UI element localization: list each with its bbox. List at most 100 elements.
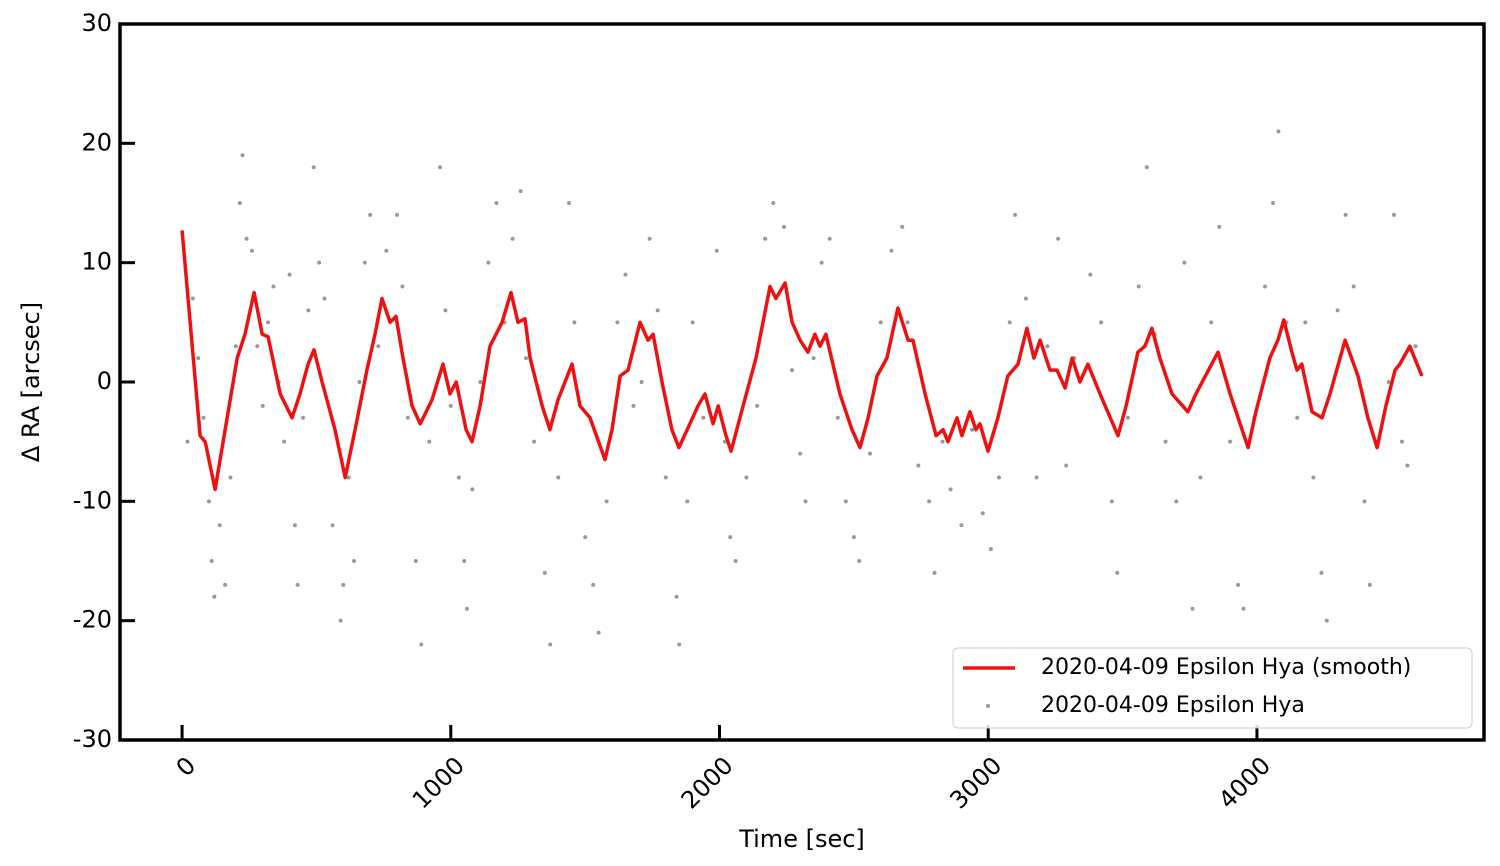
point xyxy=(462,559,467,563)
point xyxy=(857,559,862,563)
point xyxy=(346,475,351,480)
point xyxy=(1262,284,1267,289)
point xyxy=(843,499,848,504)
point xyxy=(988,547,993,552)
point xyxy=(803,499,808,504)
point xyxy=(1034,475,1039,480)
point xyxy=(201,415,206,420)
point xyxy=(217,523,222,528)
point xyxy=(980,511,985,516)
x-tick-label: 3000 xyxy=(944,751,1007,814)
point xyxy=(744,475,749,480)
point xyxy=(292,523,297,528)
point xyxy=(470,487,475,492)
point xyxy=(1236,582,1241,587)
point xyxy=(596,630,601,635)
x-tick-label: 1000 xyxy=(407,751,470,814)
point xyxy=(1125,415,1130,420)
point xyxy=(728,535,733,540)
point xyxy=(1088,272,1093,277)
point xyxy=(338,618,343,623)
point xyxy=(352,559,357,563)
point xyxy=(400,284,405,289)
point xyxy=(233,344,238,349)
point xyxy=(631,403,636,408)
legend-label: 2020-04-09 Epsilon Hya (smooth) xyxy=(1041,655,1411,680)
point xyxy=(1136,284,1141,289)
point xyxy=(209,559,214,563)
point xyxy=(1241,606,1246,611)
point xyxy=(798,451,803,456)
point xyxy=(604,499,609,504)
point xyxy=(448,403,453,408)
point xyxy=(900,224,905,229)
point xyxy=(1276,129,1281,134)
point xyxy=(532,439,537,444)
point xyxy=(556,475,561,480)
point xyxy=(494,201,499,205)
point xyxy=(1144,165,1149,170)
legend-box xyxy=(952,647,1473,729)
point xyxy=(1198,475,1203,480)
point xyxy=(478,380,483,384)
point xyxy=(413,559,418,563)
point xyxy=(655,308,660,313)
point xyxy=(223,582,228,587)
point xyxy=(1228,439,1233,444)
point xyxy=(674,594,679,599)
y-tick-label: -30 xyxy=(73,725,112,753)
point xyxy=(244,236,249,241)
y-axis-label: Δ RA [arcsec] xyxy=(17,302,45,462)
y-tick-label: 10 xyxy=(81,248,112,276)
point xyxy=(663,475,668,480)
point xyxy=(851,535,856,540)
point xyxy=(185,439,190,444)
point xyxy=(1367,582,1372,587)
point xyxy=(438,165,443,170)
point xyxy=(701,415,706,420)
point xyxy=(368,212,373,217)
point xyxy=(572,320,577,325)
line xyxy=(180,230,1424,492)
point xyxy=(878,320,883,325)
point xyxy=(1190,606,1195,611)
point xyxy=(317,260,322,265)
point xyxy=(190,296,195,301)
point xyxy=(1163,439,1168,444)
point xyxy=(510,236,515,241)
point xyxy=(1351,284,1356,289)
point xyxy=(228,475,233,480)
point xyxy=(196,356,201,361)
point xyxy=(583,535,588,540)
point xyxy=(206,499,211,504)
point xyxy=(1413,344,1418,349)
point xyxy=(1099,320,1104,325)
point xyxy=(996,475,1001,480)
legend: 2020-04-09 Epsilon Hya (smooth) 2020-04-0… xyxy=(952,647,1473,729)
point xyxy=(1182,260,1187,265)
point xyxy=(1386,380,1391,384)
point xyxy=(932,570,937,575)
point xyxy=(1209,320,1214,325)
x-tick-label: 2000 xyxy=(676,751,739,814)
x-tick-label: 0 xyxy=(171,751,202,782)
point xyxy=(927,499,932,504)
point xyxy=(1115,570,1120,575)
y-tick-label: 0 xyxy=(97,367,112,395)
point xyxy=(1324,618,1329,623)
point xyxy=(771,201,776,205)
point xyxy=(1362,499,1367,504)
point xyxy=(1174,499,1179,504)
x-tick-label: 4000 xyxy=(1213,751,1276,814)
point xyxy=(763,236,768,241)
point xyxy=(639,380,644,384)
y-tick-label: -10 xyxy=(73,486,112,514)
point xyxy=(1319,570,1324,575)
point xyxy=(237,201,242,205)
y-tick-label: 20 xyxy=(81,128,112,156)
point xyxy=(1217,224,1222,229)
point xyxy=(827,236,832,241)
point xyxy=(1295,415,1300,420)
point xyxy=(456,475,461,480)
